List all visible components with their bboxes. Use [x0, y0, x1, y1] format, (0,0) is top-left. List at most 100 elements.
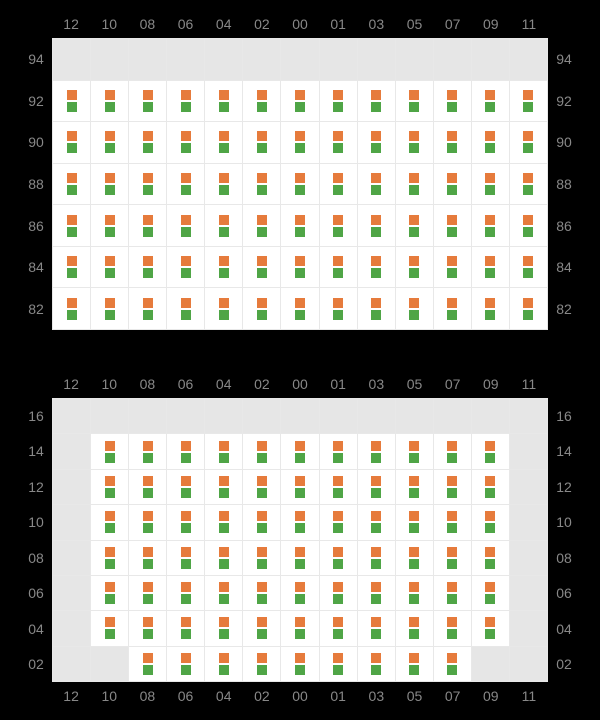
filled-slot — [205, 164, 243, 206]
filled-slot — [91, 434, 129, 469]
marker-green — [333, 185, 343, 195]
marker-green — [447, 102, 457, 112]
filled-slot — [281, 81, 319, 123]
filled-slot — [358, 647, 396, 682]
marker-green — [371, 665, 381, 675]
axis-label: 14 — [548, 434, 580, 470]
marker-green — [143, 453, 153, 463]
marker-orange — [333, 298, 343, 308]
filled-slot — [205, 81, 243, 123]
marker-green — [143, 102, 153, 112]
filled-slot — [167, 611, 205, 646]
filled-slot — [91, 541, 129, 576]
marker-orange — [105, 131, 115, 141]
filled-slot — [243, 288, 281, 330]
marker-green — [219, 310, 229, 320]
top-y-axis-left: 94929088868482 — [20, 38, 52, 330]
marker-green — [181, 453, 191, 463]
marker-orange — [67, 90, 77, 100]
marker-orange — [371, 131, 381, 141]
marker-green — [143, 185, 153, 195]
marker-orange — [447, 298, 457, 308]
filled-slot — [358, 164, 396, 206]
marker-orange — [447, 441, 457, 451]
axis-label: 00 — [281, 16, 319, 32]
marker-orange — [371, 511, 381, 521]
marker-green — [523, 310, 533, 320]
axis-label: 01 — [319, 16, 357, 32]
filled-slot — [434, 122, 472, 164]
filled-slot — [320, 505, 358, 540]
marker-orange — [409, 617, 419, 627]
marker-green — [485, 523, 495, 533]
marker-green — [485, 629, 495, 639]
empty-slot — [396, 399, 434, 434]
filled-slot — [358, 576, 396, 611]
marker-orange — [333, 215, 343, 225]
filled-slot — [91, 288, 129, 330]
marker-green — [333, 488, 343, 498]
filled-slot — [167, 288, 205, 330]
marker-green — [219, 185, 229, 195]
filled-slot — [243, 122, 281, 164]
marker-orange — [295, 476, 305, 486]
empty-slot — [167, 39, 205, 81]
marker-green — [485, 185, 495, 195]
filled-slot — [129, 205, 167, 247]
marker-orange — [295, 653, 305, 663]
filled-slot — [243, 541, 281, 576]
page: 12100806040200010305070911 9492908886848… — [0, 0, 600, 720]
marker-orange — [219, 256, 229, 266]
marker-green — [181, 143, 191, 153]
axis-label: 90 — [20, 121, 52, 163]
axis-label: 10 — [90, 376, 128, 392]
filled-slot — [167, 122, 205, 164]
empty-slot — [53, 647, 91, 682]
marker-green — [219, 523, 229, 533]
filled-slot — [320, 164, 358, 206]
marker-green — [257, 185, 267, 195]
filled-slot — [472, 164, 510, 206]
filled-slot — [358, 611, 396, 646]
marker-green — [257, 488, 267, 498]
empty-slot — [434, 39, 472, 81]
empty-slot — [91, 399, 129, 434]
marker-green — [409, 453, 419, 463]
axis-label: 04 — [548, 611, 580, 647]
marker-orange — [181, 441, 191, 451]
top-grid — [52, 38, 548, 330]
marker-green — [409, 594, 419, 604]
filled-slot — [358, 247, 396, 289]
marker-orange — [447, 256, 457, 266]
filled-slot — [91, 611, 129, 646]
axis-label: 07 — [434, 376, 472, 392]
filled-slot — [510, 205, 548, 247]
filled-slot — [358, 122, 396, 164]
marker-green — [219, 488, 229, 498]
filled-slot — [358, 205, 396, 247]
marker-orange — [409, 298, 419, 308]
marker-green — [143, 594, 153, 604]
filled-slot — [510, 247, 548, 289]
marker-green — [181, 629, 191, 639]
axis-label: 10 — [548, 505, 580, 541]
marker-green — [105, 488, 115, 498]
marker-green — [105, 594, 115, 604]
axis-label: 07 — [434, 16, 472, 32]
filled-slot — [396, 122, 434, 164]
marker-green — [219, 227, 229, 237]
marker-green — [485, 453, 495, 463]
marker-green — [181, 665, 191, 675]
filled-slot — [167, 647, 205, 682]
marker-green — [295, 143, 305, 153]
filled-slot — [510, 122, 548, 164]
axis-label: 02 — [243, 688, 281, 704]
filled-slot — [281, 541, 319, 576]
marker-green — [447, 268, 457, 278]
marker-green — [257, 310, 267, 320]
marker-green — [143, 268, 153, 278]
marker-green — [181, 227, 191, 237]
filled-slot — [243, 247, 281, 289]
marker-green — [295, 523, 305, 533]
marker-green — [143, 143, 153, 153]
